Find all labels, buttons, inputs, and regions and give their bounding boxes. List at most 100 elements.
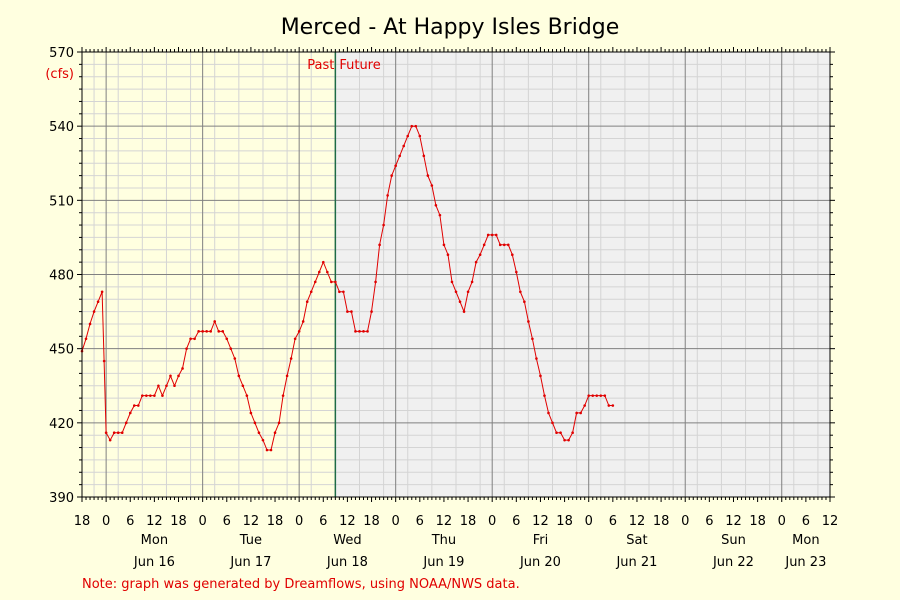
data-point: [575, 411, 578, 415]
data-point: [116, 431, 120, 435]
data-point: [354, 330, 357, 333]
data-point: [293, 337, 297, 341]
x-tick-label: 18: [460, 514, 477, 529]
data-point: [265, 448, 269, 452]
data-point: [450, 280, 454, 284]
data-point: [229, 347, 233, 350]
data-point: [454, 290, 458, 294]
data-point: [197, 330, 200, 333]
data-point: [362, 330, 365, 333]
data-point: [269, 448, 273, 452]
data-point: [169, 374, 172, 378]
data-point: [555, 431, 558, 435]
x-tick-label: 12: [725, 514, 742, 529]
data-point: [567, 438, 570, 442]
data-point: [527, 320, 530, 323]
data-point: [410, 124, 414, 128]
data-point: [100, 290, 104, 294]
data-point: [611, 404, 615, 407]
data-point: [338, 290, 341, 294]
data-point: [482, 243, 486, 247]
data-point: [539, 374, 542, 378]
data-point: [474, 260, 478, 264]
data-point: [470, 280, 474, 284]
data-point: [587, 394, 591, 397]
data-point: [498, 243, 502, 247]
data-point: [330, 280, 333, 284]
data-point: [297, 330, 301, 333]
x-tick-label: 6: [609, 514, 617, 529]
x-tick-label: 12: [146, 514, 163, 529]
data-point: [535, 357, 538, 360]
data-point: [108, 438, 112, 442]
data-point: [583, 404, 586, 407]
data-point: [161, 394, 164, 397]
data-point: [104, 431, 108, 435]
data-point: [422, 154, 426, 158]
data-point: [257, 431, 261, 435]
y-tick-label: 390: [49, 491, 74, 506]
x-tick-label: 12: [243, 514, 260, 529]
day-weekday-label: Thu: [431, 533, 456, 548]
x-tick-label: 0: [392, 514, 400, 529]
data-point: [414, 124, 418, 128]
data-point: [102, 359, 106, 363]
x-tick-label: 6: [223, 514, 231, 529]
data-point: [342, 290, 345, 294]
data-point: [165, 384, 168, 388]
data-point: [289, 357, 293, 360]
x-tick-label: 0: [585, 514, 593, 529]
x-tick-labels: 18 0 6 12 18 0 6 12 18 0 6 12 18 0 6 12 18 0 6 12 18 0 6 12 18 0 6…: [74, 514, 839, 529]
data-point: [543, 394, 546, 397]
data-point: [346, 310, 349, 313]
data-point: [366, 330, 369, 333]
y-tick-labels: 390 420 450 480 510 540 570: [49, 46, 74, 506]
data-point: [446, 253, 450, 257]
data-point: [88, 322, 92, 326]
data-point: [402, 144, 406, 148]
data-point: [442, 243, 446, 247]
day-labels: Mon Jun 16 Tue Jun 17 Wed Jun 18 Thu Jun 19 Fri J…: [133, 533, 826, 570]
data-point: [502, 243, 506, 247]
data-point: [358, 330, 361, 333]
data-point: [595, 394, 599, 397]
past-label: Past: [307, 58, 334, 73]
chart-title: Merced - At Happy Isles Bridge: [281, 15, 620, 40]
data-point: [478, 253, 482, 257]
data-point: [213, 320, 217, 323]
data-point: [591, 394, 595, 397]
data-point: [462, 310, 466, 313]
data-point: [261, 438, 265, 442]
day-weekday-label: Mon: [141, 533, 168, 548]
day-weekday-label: Tue: [239, 533, 262, 548]
data-point: [173, 384, 176, 388]
x-tick-label: 12: [629, 514, 646, 529]
data-point: [378, 243, 381, 247]
x-tick-label: 18: [363, 514, 380, 529]
data-point: [494, 233, 498, 237]
data-point: [386, 194, 389, 197]
y-tick-label: 420: [49, 417, 74, 432]
y-tick-label: 480: [49, 269, 74, 284]
data-point: [253, 421, 257, 425]
data-point: [523, 300, 526, 303]
data-point: [177, 374, 180, 378]
data-point: [394, 164, 397, 168]
data-point: [559, 431, 562, 435]
data-point: [277, 421, 281, 425]
x-tick-label: 12: [339, 514, 356, 529]
data-point: [603, 394, 607, 397]
data-point: [217, 330, 221, 333]
x-tick-label: 18: [74, 514, 91, 529]
y-tick-label: 510: [49, 194, 74, 209]
day-weekday-label: Fri: [533, 533, 549, 548]
data-point: [430, 184, 434, 187]
data-point: [273, 431, 277, 435]
day-date-label: Jun 21: [615, 555, 657, 570]
data-point: [506, 243, 510, 247]
data-point: [137, 404, 140, 407]
data-point: [157, 384, 160, 388]
data-point: [519, 290, 522, 294]
data-point: [209, 330, 212, 333]
data-point: [390, 174, 393, 177]
